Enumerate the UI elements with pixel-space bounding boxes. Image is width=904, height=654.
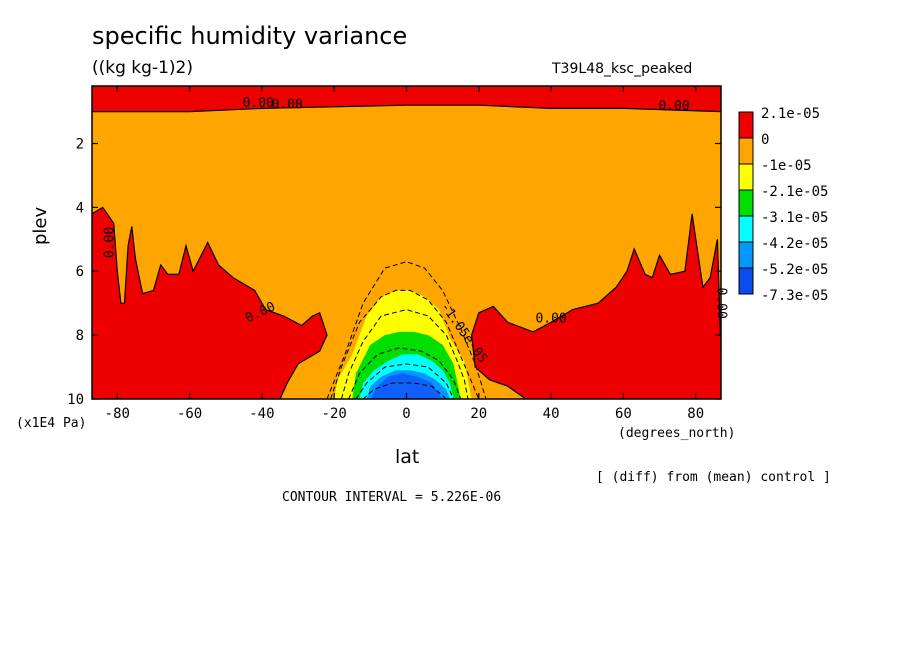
x-axis-units: (degrees_north)	[618, 426, 736, 441]
contour-label: 0.00	[535, 311, 566, 326]
contour-label: 0.00	[658, 99, 689, 114]
x-tick-label: -60	[177, 406, 202, 422]
dashed-contour-3	[348, 347, 462, 400]
chart-units: ((kg kg-1)2)	[92, 58, 193, 78]
fill-red-left	[92, 207, 327, 399]
dashed-contour-0	[326, 261, 487, 400]
legend-swatch	[738, 267, 754, 295]
legend-label: -4.2e-05	[761, 236, 828, 252]
legend-swatch	[738, 111, 754, 139]
legend-label: -7.3e-05	[761, 288, 828, 304]
x-tick-label: 40	[543, 406, 560, 422]
y-tick-label: 4	[76, 200, 84, 216]
contour-label: 0.00	[243, 96, 274, 111]
legend-swatch	[738, 241, 754, 269]
fill-red-top	[92, 86, 721, 112]
legend-label: -3.1e-05	[761, 210, 828, 226]
legend-swatch	[738, 137, 754, 165]
legend-label: -5.2e-05	[761, 262, 828, 278]
legend-label: -1e-05	[761, 158, 812, 174]
contour-label: 0.00	[713, 288, 728, 319]
legend-label: -2.1e-05	[761, 184, 828, 200]
diff-note: [ (diff) from (mean) control ]	[596, 470, 831, 485]
legend-swatch	[738, 215, 754, 243]
contour-label: 0.00	[103, 227, 118, 258]
contour-label: 0.00	[272, 97, 303, 112]
x-tick-label: -20	[322, 406, 347, 422]
contour-lines	[91, 104, 722, 400]
legend-swatch	[738, 189, 754, 217]
legend-label: 0	[761, 132, 769, 148]
run-name: T39L48_ksc_peaked	[552, 61, 693, 77]
x-tick-label: 0	[402, 406, 410, 422]
x-tick-label: 20	[470, 406, 487, 422]
legend-swatch	[738, 163, 754, 191]
y-tick-label: 10	[67, 392, 84, 408]
y-tick-label: 6	[76, 264, 84, 280]
x-tick-label: -80	[105, 406, 130, 422]
legend-label: 2.1e-05	[761, 106, 820, 122]
fill-dark_blue	[370, 373, 443, 399]
color-legend: 2.1e-05 0 -1e-05 -2.1e-05 -3.1e-05 -4.2e-05 -5…	[738, 106, 828, 304]
contour-fills	[92, 86, 721, 399]
fill-red-right	[471, 213, 721, 399]
y-tick-label: 2	[76, 136, 84, 152]
y-tick-label: 8	[76, 328, 84, 344]
dashed-contour-5	[362, 382, 447, 400]
contour-line-left	[91, 206, 328, 400]
contour-interval: CONTOUR INTERVAL = 5.226E-06	[282, 490, 502, 505]
y-axis-label: plev	[30, 206, 51, 245]
x-axis: -80 -60 -40 -20 0 20 40 60 80	[105, 86, 704, 422]
x-tick-label: -40	[249, 406, 274, 422]
dashed-contour-2	[340, 309, 469, 400]
contour-line-right	[470, 213, 722, 400]
x-axis-label: lat	[395, 446, 420, 468]
dashed-contour-4	[355, 363, 454, 400]
x-tick-label: 60	[615, 406, 632, 422]
x-tick-label: 80	[687, 406, 704, 422]
contour-line-top	[92, 104, 722, 113]
y-axis-units: (x1E4 Pa)	[16, 416, 87, 431]
chart-title: specific humidity variance	[92, 22, 408, 50]
y-axis: 2 4 6 8 10	[67, 136, 721, 408]
dashed-contour-1	[330, 289, 480, 400]
